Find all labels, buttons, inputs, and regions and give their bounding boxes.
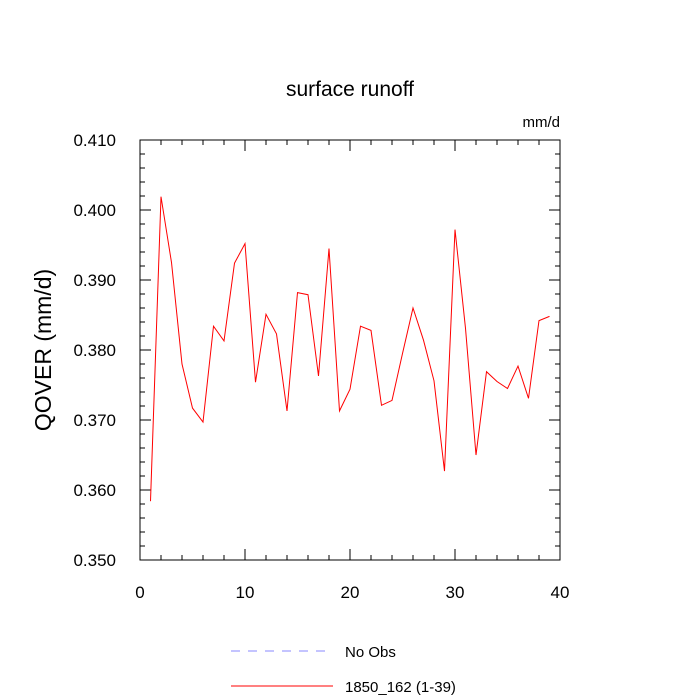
y-tick-label: 0.370: [73, 411, 116, 430]
x-tick-label: 40: [551, 583, 570, 602]
legend: No Obs 1850_162 (1-39): [231, 644, 456, 696]
x-tick-label: 0: [135, 583, 144, 602]
x-tick-label: 20: [341, 583, 360, 602]
y-tick-label: 0.390: [73, 271, 116, 290]
x-tick-label: 30: [446, 583, 465, 602]
series-line: [150, 196, 550, 502]
y-tick-label: 0.410: [73, 131, 116, 150]
units-label: mm/d: [523, 114, 561, 131]
y-tick-label: 0.380: [73, 341, 116, 360]
y-tick-label: 0.350: [73, 551, 116, 570]
tick-labels: 0 10 20 30 40 0.350 0.360 0.370 0.380 0.390 0.400 0…: [73, 131, 569, 602]
plot-frame: [139, 139, 561, 561]
y-tick-label: 0.360: [73, 481, 116, 500]
legend-label: 1850_162 (1-39): [345, 679, 456, 696]
y-tick-label: 0.400: [73, 201, 116, 220]
series-layer: [150, 196, 550, 502]
chart-title: surface runoff: [286, 78, 414, 101]
x-tick-label: 10: [236, 583, 255, 602]
y-axis-label: QOVER (mm/d): [30, 269, 56, 431]
tick-marks: [139, 139, 561, 561]
legend-label: No Obs: [345, 644, 396, 661]
